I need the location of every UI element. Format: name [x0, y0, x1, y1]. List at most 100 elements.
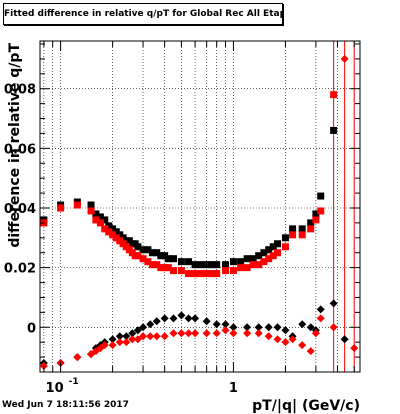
data-point-diamond	[152, 317, 161, 326]
data-point-square	[330, 91, 338, 99]
data-point-diamond	[281, 326, 290, 335]
data-point-square	[312, 216, 320, 224]
data-point-square	[164, 264, 172, 272]
data-point-square	[169, 255, 177, 263]
x-tick-label: 1	[229, 381, 238, 396]
data-point-diamond	[288, 335, 297, 344]
data-point-square	[208, 261, 216, 269]
data-point-square	[109, 225, 117, 233]
data-point-square	[92, 216, 100, 224]
data-point-square	[265, 246, 273, 254]
data-point-square	[144, 246, 152, 254]
data-point-diamond	[128, 329, 137, 338]
data-point-diamond	[160, 314, 169, 323]
y-tick-label: 0.06	[4, 142, 36, 157]
data-point-diamond	[122, 338, 131, 347]
data-point-square	[144, 258, 152, 266]
data-point-square	[243, 264, 251, 272]
data-point-square	[139, 255, 147, 263]
data-point-diamond	[229, 329, 238, 338]
data-point-square	[105, 228, 113, 236]
data-point-diamond	[221, 326, 230, 335]
data-point-square	[87, 207, 95, 215]
data-point-diamond	[316, 305, 325, 314]
data-point-square	[191, 270, 199, 278]
data-point-square	[330, 126, 338, 134]
error-bars	[333, 41, 355, 372]
data-point-diamond	[202, 329, 211, 338]
y-tick-label: 0.08	[4, 83, 36, 98]
data-point-diamond	[108, 341, 117, 350]
data-point-diamond	[273, 323, 282, 332]
data-point-square	[73, 201, 81, 209]
data-point-diamond	[340, 335, 349, 344]
data-point-diamond	[329, 299, 338, 308]
timestamp: Wed Jun 7 18:11:56 2017	[2, 400, 129, 410]
data-point-square	[169, 267, 177, 275]
data-point-square	[281, 243, 289, 251]
data-point-diamond	[115, 338, 124, 347]
data-point-diamond	[100, 341, 109, 350]
data-point-square	[105, 222, 113, 230]
data-point-square	[281, 234, 289, 242]
data-point-square	[134, 243, 142, 251]
data-point-square	[265, 255, 273, 263]
data-point-square	[148, 249, 156, 257]
data-point-diamond	[184, 314, 193, 323]
data-point-square	[229, 258, 237, 266]
y-axis-label: difference in relative q/pT	[7, 43, 23, 248]
data-point-diamond	[177, 311, 186, 320]
data-point-square	[255, 261, 263, 269]
data-point-diamond	[254, 329, 263, 338]
data-point-square	[289, 231, 297, 239]
data-point-square	[289, 225, 297, 233]
data-point-diamond	[139, 323, 148, 332]
data-point-diamond	[191, 329, 200, 338]
data-point-square	[148, 261, 156, 269]
data-point-diamond	[229, 323, 238, 332]
y-tick-label: 0.04	[4, 202, 36, 217]
data-point-square	[298, 231, 306, 239]
data-point-diamond	[329, 323, 338, 332]
plot-frame	[39, 40, 361, 373]
data-point-square	[213, 261, 221, 269]
data-point-square	[157, 264, 165, 272]
data-point-square	[237, 258, 245, 266]
data-point-diamond	[169, 314, 178, 323]
data-point-diamond	[169, 329, 178, 338]
data-point-square	[87, 201, 95, 209]
data-point-diamond	[221, 320, 230, 329]
data-point-square	[139, 246, 147, 254]
data-point-diamond	[273, 335, 282, 344]
data-point-square	[208, 270, 216, 278]
data-point-square	[185, 258, 193, 266]
data-point-square	[157, 252, 165, 260]
data-point-diamond	[254, 323, 263, 332]
data-point-square	[109, 231, 117, 239]
data-point-diamond	[212, 329, 221, 338]
data-point-square	[96, 219, 104, 227]
data-point-square	[260, 249, 268, 257]
data-point-diamond	[350, 344, 359, 353]
data-point-diamond	[306, 347, 315, 356]
data-point-square	[298, 225, 306, 233]
data-point-square	[269, 252, 277, 260]
x-tick-label-exponent: -1	[69, 377, 79, 387]
data-point-diamond	[122, 332, 131, 341]
data-point-diamond	[191, 314, 200, 323]
data-point-square	[317, 207, 325, 215]
data-point-square	[177, 258, 185, 266]
data-point-square	[161, 264, 169, 272]
data-point-square	[153, 261, 161, 269]
tick-labels: 0 0.02 0.04 0.06 0.08 10 -1 1	[4, 83, 238, 396]
data-point-square	[249, 261, 257, 269]
data-point-square	[222, 261, 230, 269]
data-point-square	[255, 252, 263, 260]
data-point-diamond	[115, 332, 124, 341]
data-point-square	[191, 261, 199, 269]
data-point-square	[274, 249, 282, 257]
data-point-diamond	[177, 329, 186, 338]
data-point-square	[229, 267, 237, 275]
data-point-square	[197, 270, 205, 278]
